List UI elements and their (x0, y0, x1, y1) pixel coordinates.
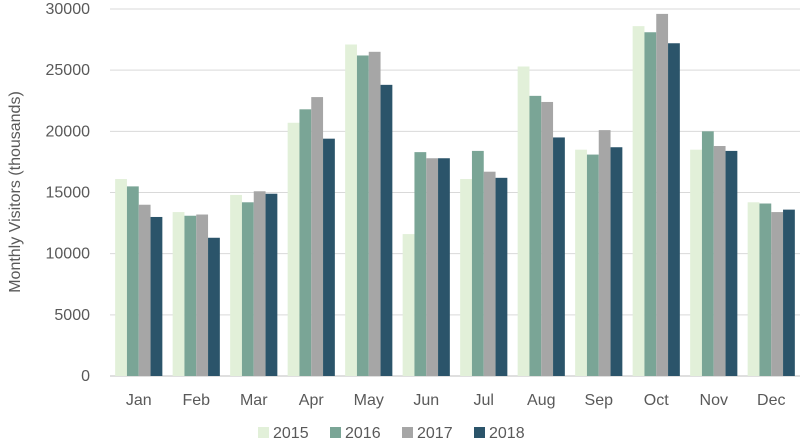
bar-dec-2017 (771, 212, 784, 376)
bar-sep-2018 (610, 147, 623, 376)
bar-feb-2018 (208, 237, 220, 376)
legend-label-2018: 2018 (489, 425, 525, 442)
y-tick-label: 0 (81, 368, 90, 385)
bar-apr-2015 (287, 122, 300, 377)
bar-jan-2018 (150, 216, 163, 376)
bar-aug-2018 (553, 137, 565, 376)
y-tick-label: 10000 (46, 246, 91, 263)
bar-mar-2017 (253, 191, 266, 376)
bar-apr-2018 (323, 138, 335, 376)
x-tick-label: Dec (757, 392, 785, 409)
bar-apr-2017 (311, 97, 324, 376)
bar-nov-2015 (690, 149, 702, 376)
x-tick-label: Jan (126, 392, 152, 409)
bar-aug-2017 (541, 101, 554, 377)
bar-jun-2015 (402, 234, 415, 376)
y-axis-ticks: 0 5000 10000 15000 20000 25000 30000 (46, 1, 91, 385)
bar-oct-2018 (668, 43, 680, 377)
bar-may-2017 (368, 51, 381, 377)
bar-mar-2016 (241, 202, 254, 376)
bar-jan-2016 (126, 186, 139, 376)
y-tick-label: 5000 (54, 307, 90, 324)
bar-jan-2017 (138, 204, 151, 376)
bar-mar-2018 (265, 193, 278, 376)
legend-label-2017: 2017 (417, 425, 453, 442)
legend-swatch-2016 (330, 427, 341, 438)
x-tick-label: May (354, 392, 384, 409)
legend-swatch-2015 (258, 427, 269, 438)
bar-jul-2018 (495, 177, 508, 376)
bar-feb-2016 (184, 215, 197, 376)
bar-aug-2016 (529, 95, 542, 377)
y-tick-label: 15000 (46, 185, 91, 202)
y-axis-title: Monthly Visitors (thousands) (7, 91, 24, 293)
bar-sep-2017 (598, 130, 611, 376)
bar-nov-2018 (725, 150, 738, 376)
legend-label-2016: 2016 (345, 425, 381, 442)
x-tick-label: Sep (585, 392, 614, 409)
bar-dec-2016 (759, 203, 772, 376)
bar-jul-2015 (460, 179, 472, 376)
bar-feb-2015 (172, 212, 185, 376)
y-tick-label: 30000 (46, 1, 91, 18)
y-tick-label: 25000 (46, 62, 91, 79)
bar-oct-2015 (632, 26, 645, 376)
bar-jun-2018 (438, 158, 450, 376)
x-axis-ticks: Jan Feb Mar Apr May Jun Jul Aug Sep Oct Nov Dec (126, 392, 786, 409)
bar-apr-2016 (299, 109, 312, 377)
legend-swatch-2017 (402, 427, 413, 438)
bar-sep-2015 (575, 149, 587, 376)
bar-dec-2018 (783, 209, 795, 376)
bar-dec-2015 (747, 202, 760, 376)
bar-nov-2016 (701, 131, 714, 376)
bar-aug-2015 (517, 66, 530, 376)
legend-swatch-2018 (474, 427, 485, 438)
bar-jun-2017 (426, 158, 439, 376)
bar-oct-2017 (656, 13, 669, 376)
bar-jun-2016 (414, 152, 427, 376)
bar-jul-2016 (471, 150, 484, 376)
bar-sep-2016 (586, 154, 599, 376)
x-tick-label: Jul (474, 392, 494, 409)
legend-label-2015: 2015 (273, 425, 309, 442)
gridlines (110, 8, 800, 377)
x-tick-label: Oct (644, 392, 669, 409)
bar-jan-2015 (115, 179, 127, 376)
x-tick-label: Mar (240, 392, 268, 409)
bar-may-2015 (345, 44, 357, 377)
x-tick-label: Aug (527, 392, 555, 409)
bar-nov-2017 (713, 146, 726, 376)
bars (115, 13, 795, 377)
y-tick-label: 20000 (46, 123, 91, 140)
x-tick-label: Jun (413, 392, 439, 409)
bar-may-2016 (356, 55, 369, 377)
bar-may-2018 (380, 84, 393, 376)
x-tick-label: Feb (182, 392, 210, 409)
bar-feb-2017 (196, 214, 209, 376)
bar-mar-2015 (230, 194, 242, 376)
bar-jul-2017 (483, 171, 496, 376)
legend: 2015 2016 2017 2018 (258, 425, 525, 442)
x-tick-label: Apr (299, 392, 325, 409)
x-tick-label: Nov (700, 392, 728, 409)
bar-oct-2016 (644, 32, 657, 376)
